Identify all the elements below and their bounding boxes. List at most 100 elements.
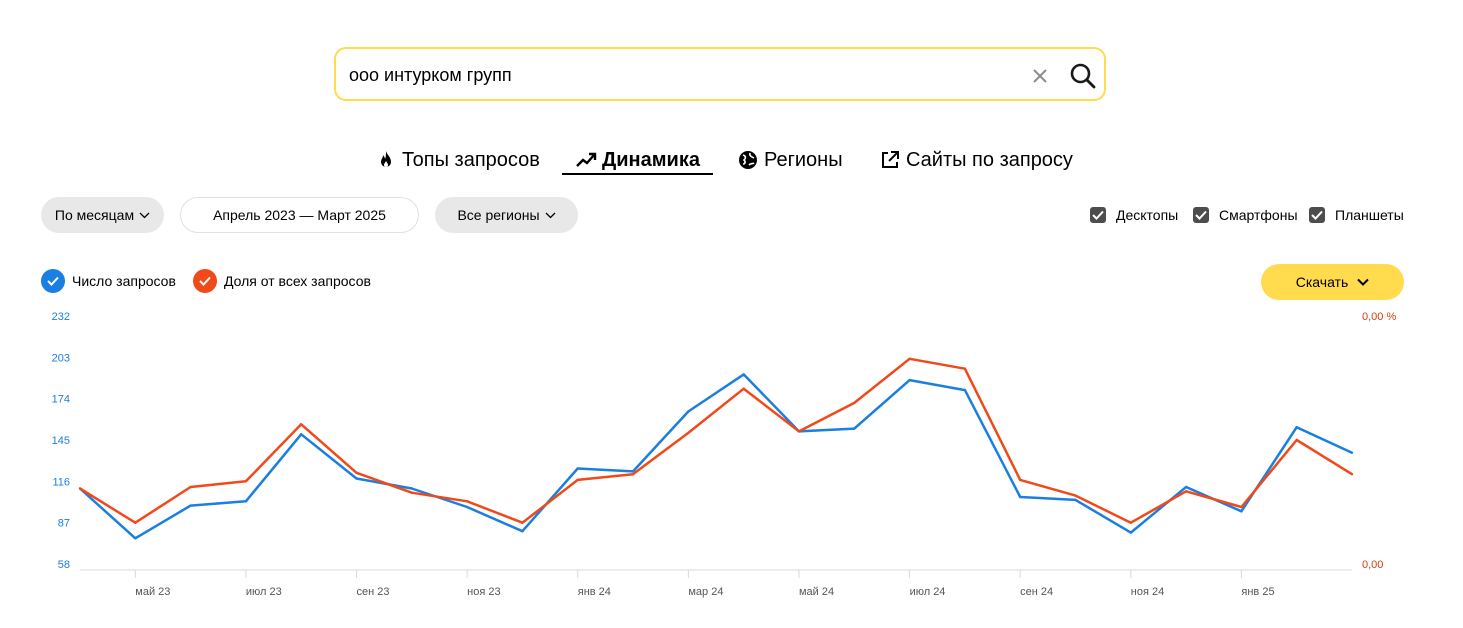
data-point xyxy=(134,521,137,524)
checkmark-icon xyxy=(41,269,65,293)
trend-icon xyxy=(575,149,597,171)
data-point xyxy=(300,433,303,436)
device-desktop-checkbox[interactable]: Десктопы xyxy=(1090,206,1178,224)
data-point xyxy=(189,485,192,489)
y-tick-label-right: 0,00 xyxy=(1362,559,1383,571)
data-point xyxy=(1350,473,1354,476)
device-label: Десктопы xyxy=(1116,207,1179,223)
data-point xyxy=(1129,531,1133,534)
data-point xyxy=(1184,490,1188,493)
data-point xyxy=(521,530,524,533)
data-point xyxy=(1019,495,1022,499)
period-label: По месяцам xyxy=(54,207,135,223)
data-point xyxy=(797,430,801,433)
metric-share-toggle[interactable]: Доля от всех запросов xyxy=(193,269,371,293)
dynamics-chart: 232 203 174 145 116 87 58 0,00 % 0,00 май 23 июл 2… xyxy=(52,311,1397,598)
regions-label: Все регионы xyxy=(457,207,540,223)
search-box[interactable] xyxy=(334,47,1106,101)
data-point xyxy=(742,373,745,376)
tab-label: Регионы xyxy=(764,148,843,171)
data-point xyxy=(1184,485,1188,489)
series-line-count xyxy=(79,373,1353,540)
device-tablet-checkbox[interactable]: Планшеты xyxy=(1309,206,1404,224)
y-tick-label-left: 145 xyxy=(52,435,70,447)
data-point xyxy=(687,431,690,435)
data-point xyxy=(1074,494,1077,497)
data-point xyxy=(244,480,248,483)
x-tick-label: май 24 xyxy=(799,586,834,598)
active-tab-underline xyxy=(562,173,713,175)
tab-label: Динамика xyxy=(602,148,700,171)
data-point xyxy=(963,388,967,392)
data-point xyxy=(1350,451,1354,454)
x-tick-label: янв 25 xyxy=(1241,586,1274,598)
tab-dynamics[interactable]: Динамика xyxy=(575,145,700,175)
data-point xyxy=(134,537,137,540)
checkbox-checked-icon xyxy=(1090,207,1106,223)
data-point xyxy=(410,491,413,494)
data-point xyxy=(465,500,469,503)
x-tick-label: ноя 23 xyxy=(467,586,500,598)
x-tick-label: сен 24 xyxy=(1020,586,1053,598)
tab-label: Топы запросов xyxy=(402,148,540,171)
download-button[interactable]: Скачать xyxy=(1261,264,1404,300)
chevron-down-icon xyxy=(139,212,150,218)
checkmark-icon xyxy=(193,269,217,293)
y-tick-label-left: 116 xyxy=(52,476,70,488)
device-label: Смартфоны xyxy=(1219,207,1298,223)
y-tick-label-left: 58 xyxy=(58,559,70,571)
y-tick-label-left: 87 xyxy=(58,518,70,530)
data-point xyxy=(1074,498,1077,502)
data-point xyxy=(853,401,856,405)
x-tick-label: янв 24 xyxy=(578,586,611,598)
device-smartphone-checkbox[interactable]: Смартфоны xyxy=(1193,206,1298,224)
data-point xyxy=(576,467,579,470)
date-range-picker[interactable]: Апрель 2023 — Март 2025 xyxy=(180,197,419,233)
x-tick-label: май 23 xyxy=(135,586,170,598)
device-label: Планшеты xyxy=(1335,207,1404,223)
data-point xyxy=(78,487,82,490)
tab-top-queries[interactable]: Топы запросов xyxy=(375,145,540,175)
data-point xyxy=(300,423,303,426)
data-point xyxy=(576,478,579,482)
checkbox-checked-icon xyxy=(1309,207,1325,223)
data-point xyxy=(410,487,413,490)
tab-regions[interactable]: Регионы xyxy=(737,145,843,175)
tabs-bar: Топы запросов Динамика Регионы Сайты по … xyxy=(0,145,1463,177)
clear-icon[interactable] xyxy=(1030,66,1050,86)
data-point xyxy=(908,378,911,382)
data-point xyxy=(244,500,248,503)
x-tick-label: ноя 24 xyxy=(1131,586,1164,598)
y-tick-label-right: 0,00 % xyxy=(1362,311,1396,323)
data-point xyxy=(1129,521,1133,524)
period-select[interactable]: По месяцам xyxy=(41,197,164,233)
x-tick-label: мар 24 xyxy=(688,586,723,598)
metric-share-label: Доля от всех запросов xyxy=(224,273,371,289)
external-link-icon xyxy=(879,149,901,171)
data-point xyxy=(853,427,856,430)
regions-select[interactable]: Все регионы xyxy=(435,197,578,233)
data-point xyxy=(521,521,524,524)
data-point xyxy=(687,410,690,413)
data-point xyxy=(1240,505,1243,509)
data-point xyxy=(631,473,635,476)
x-tick-label: июл 24 xyxy=(910,586,946,598)
y-tick-label-left: 232 xyxy=(52,311,70,323)
checkbox-checked-icon xyxy=(1193,207,1209,223)
download-label: Скачать xyxy=(1295,274,1349,290)
data-point xyxy=(742,387,745,390)
tab-label: Сайты по запросу xyxy=(906,148,1073,171)
globe-icon xyxy=(737,149,759,171)
chevron-down-icon xyxy=(1357,278,1369,286)
y-tick-label-left: 174 xyxy=(52,394,70,406)
metric-count-toggle[interactable]: Число запросов xyxy=(41,269,176,293)
x-tick-label: сен 23 xyxy=(357,586,390,598)
data-point xyxy=(1240,510,1243,513)
y-tick-label-left: 203 xyxy=(52,352,70,364)
search-icon[interactable] xyxy=(1069,62,1097,90)
tab-sites[interactable]: Сайты по запросу xyxy=(879,145,1073,175)
data-point xyxy=(355,471,358,474)
series-line-share xyxy=(79,357,1353,524)
data-point xyxy=(1295,438,1298,442)
search-input[interactable] xyxy=(349,63,1009,87)
